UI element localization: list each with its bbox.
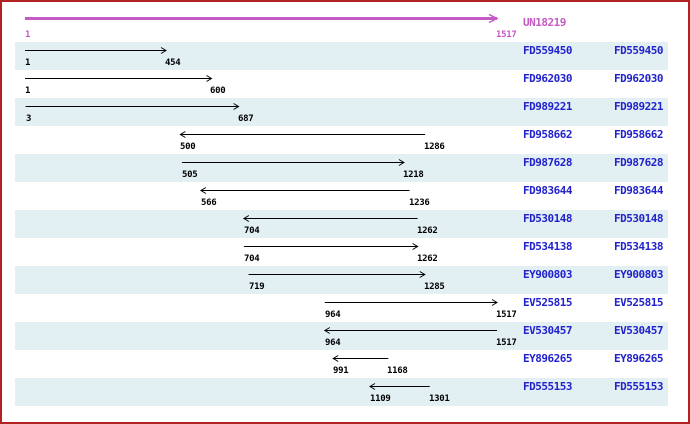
accession-link[interactable]: EY896265 [523,352,572,365]
alignment-row: 704 1262 FD534138 FD534138 [15,238,668,266]
accession-link-secondary[interactable]: EV525815 [614,296,663,309]
accession-link-secondary[interactable]: FD987628 [614,156,663,169]
accession-link[interactable]: FD962030 [523,72,572,85]
arrow-right-icon [248,271,426,278]
accession-link-secondary[interactable]: FD530148 [614,212,663,225]
alignment-row: 964 1517 EV530457 EV530457 [15,322,668,350]
arrow-right-icon [324,299,498,306]
arrow-left-icon [242,215,418,222]
start-coordinate-label: 1 [25,30,31,40]
accession-link-secondary[interactable]: FD958662 [614,128,663,141]
start-coordinate-label: 964 [325,310,341,320]
accession-link-secondary[interactable]: FD962030 [614,72,663,85]
end-coordinate-label: 1285 [424,282,445,292]
start-coordinate-label: 991 [333,366,349,376]
arrow-right-icon [243,243,419,250]
accession-link-secondary[interactable]: FD983644 [614,184,663,197]
accession-link[interactable]: EY900803 [523,268,572,281]
arrow-right-icon [25,14,499,24]
accession-link[interactable]: FD983644 [523,184,572,197]
end-coordinate-label: 1168 [387,366,408,376]
alignment-row: 704 1262 FD530148 FD530148 [15,210,668,238]
alignment-row: 964 1517 EV525815 EV525815 [15,294,668,322]
arrow-right-icon [25,47,168,54]
start-coordinate-label: 719 [249,282,265,292]
reference-name-link[interactable]: UN18219 [523,16,566,29]
end-coordinate-label: 687 [238,114,254,124]
end-coordinate-label: 1517 [496,30,517,40]
start-coordinate-label: 1 [25,58,31,68]
end-coordinate-label: 1301 [429,394,450,404]
start-coordinate-label: 500 [180,142,196,152]
accession-link-secondary[interactable]: FD989221 [614,100,663,113]
arrow-left-icon [332,355,389,362]
start-coordinate-label: 964 [325,338,341,348]
accession-link-secondary[interactable]: FD534138 [614,240,663,253]
alignment-row: 719 1285 EY900803 EY900803 [15,266,668,294]
start-coordinate-label: 1 [25,86,31,96]
accession-link-secondary[interactable]: FD555153 [614,380,663,393]
start-coordinate-label: 3 [26,114,32,124]
accession-link[interactable]: FD530148 [523,212,572,225]
end-coordinate-label: 1286 [424,142,445,152]
start-coordinate-label: 704 [244,226,260,236]
arrow-right-icon [181,159,405,166]
alignment-rows: 1 1517 UN18219 1 454 FD559450 FD559450 1 600 FD96… [15,14,668,406]
accession-link-secondary[interactable]: EY900803 [614,268,663,281]
alignment-row: 991 1168 EY896265 EY896265 [15,350,668,378]
arrow-right-icon [25,75,213,82]
accession-link[interactable]: EV530457 [523,324,572,337]
alignment-row: 500 1286 FD958662 FD958662 [15,126,668,154]
alignment-row: 1 454 FD559450 FD559450 [15,42,668,70]
accession-link[interactable]: FD958662 [523,128,572,141]
end-coordinate-label: 1218 [403,170,424,180]
start-coordinate-label: 505 [182,170,198,180]
end-coordinate-label: 1236 [409,198,430,208]
accession-link[interactable]: FD559450 [523,44,572,57]
arrow-left-icon [323,327,497,334]
end-coordinate-label: 1262 [417,254,438,264]
accession-link[interactable]: FD987628 [523,156,572,169]
accession-link[interactable]: FD989221 [523,100,572,113]
reference-row: 1 1517 UN18219 [15,14,668,42]
accession-link-secondary[interactable]: EY896265 [614,352,663,365]
accession-link[interactable]: FD555153 [523,380,572,393]
alignment-row: 1109 1301 FD555153 FD555153 [15,378,668,406]
accession-link-secondary[interactable]: EV530457 [614,324,663,337]
end-coordinate-label: 1517 [496,310,517,320]
start-coordinate-label: 704 [244,254,260,264]
end-coordinate-label: 454 [165,58,181,68]
arrow-left-icon [179,131,426,138]
accession-link-secondary[interactable]: FD559450 [614,44,663,57]
start-coordinate-label: 566 [201,198,217,208]
end-coordinate-label: 1262 [417,226,438,236]
accession-link[interactable]: FD534138 [523,240,572,253]
start-coordinate-label: 1109 [370,394,391,404]
alignment-row: 566 1236 FD983644 FD983644 [15,182,668,210]
end-coordinate-label: 600 [210,86,226,96]
alignment-row: 1 600 FD962030 FD962030 [15,70,668,98]
alignment-row: 505 1218 FD987628 FD987628 [15,154,668,182]
arrow-right-icon [25,103,240,110]
arrow-left-icon [368,383,430,390]
accession-link[interactable]: EV525815 [523,296,572,309]
arrow-left-icon [199,187,410,194]
end-coordinate-label: 1517 [496,338,517,348]
alignment-row: 3 687 FD989221 FD989221 [15,98,668,126]
